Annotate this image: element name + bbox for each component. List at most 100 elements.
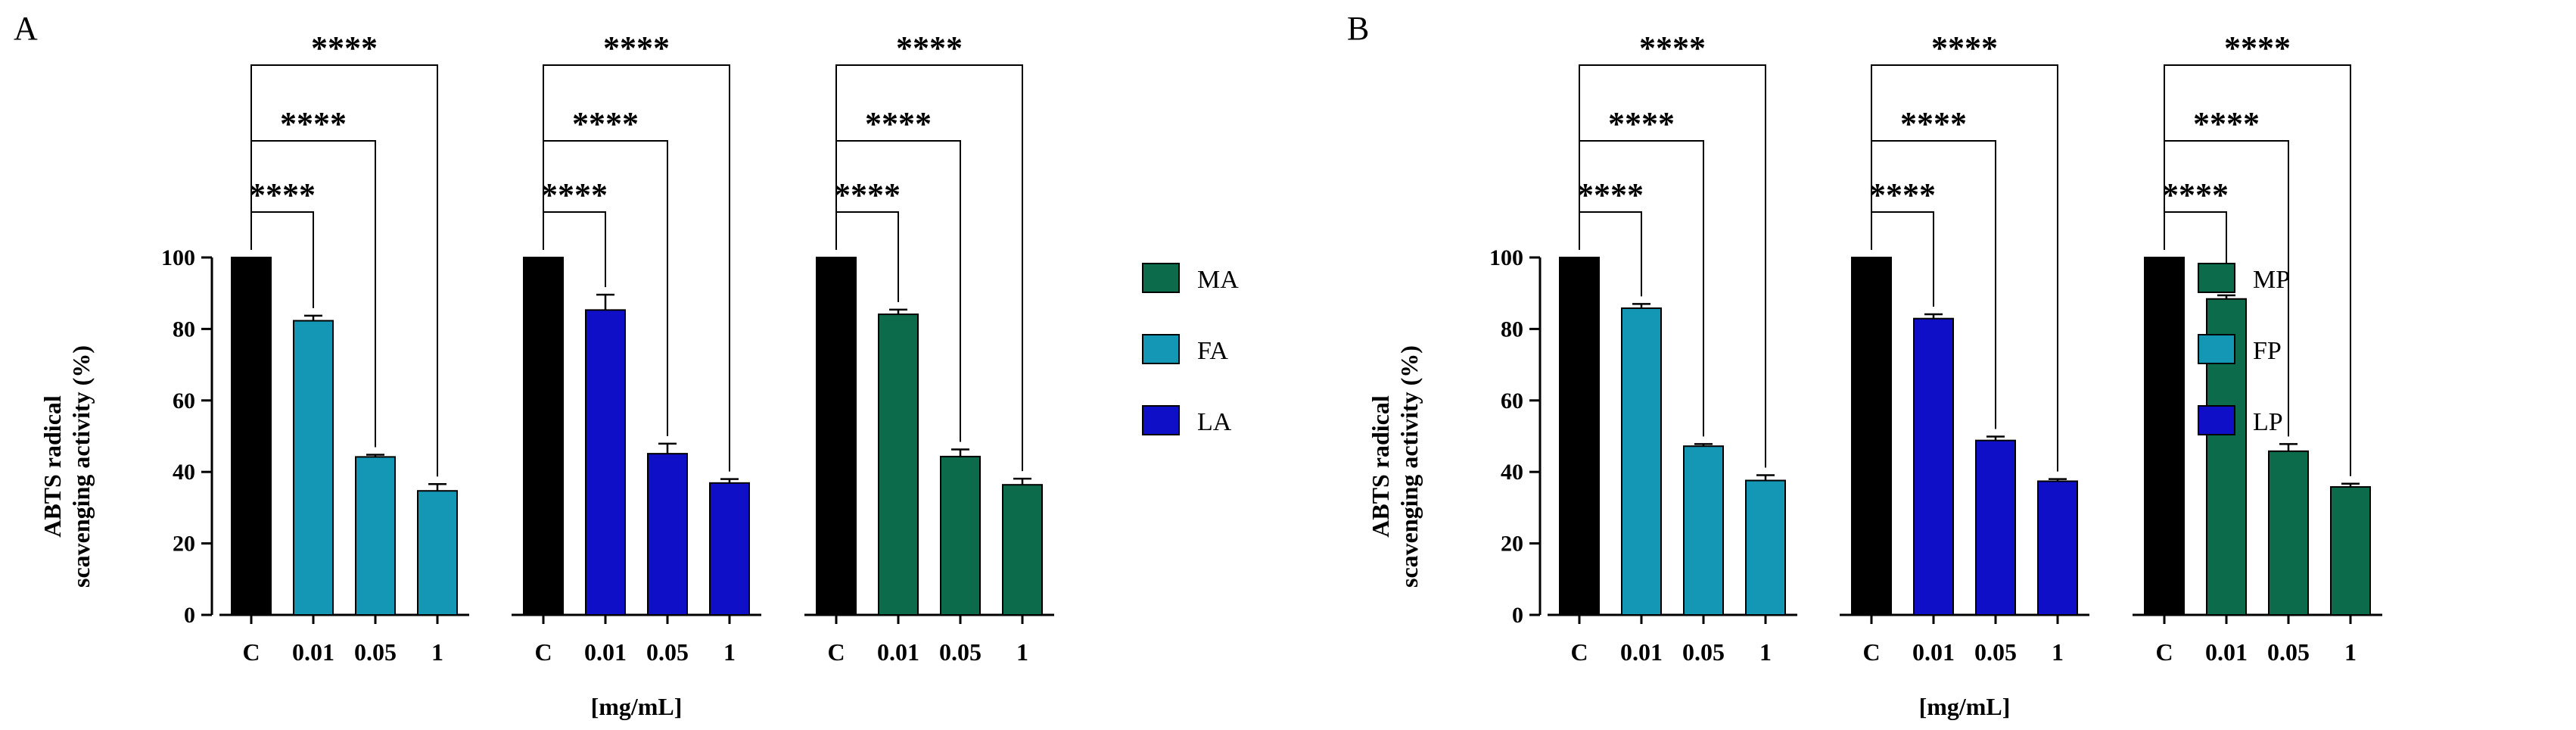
- legend-label: FP: [2253, 337, 2282, 365]
- significance-bracket: [250, 64, 438, 477]
- y-tick-label: 60: [1501, 388, 1523, 413]
- bar: [523, 257, 564, 616]
- bar: [940, 455, 981, 616]
- significance-stars: ****: [2162, 176, 2229, 214]
- x-tick-label: 0.05: [939, 638, 982, 666]
- significance-stars: ****: [1639, 30, 1706, 67]
- bar: [647, 453, 688, 616]
- significance-bracket: [2164, 64, 2351, 476]
- legend-label: LP: [2253, 408, 2283, 436]
- x-tick-label: C: [534, 638, 552, 666]
- bar: [816, 257, 857, 616]
- y-tick-label: 100: [1489, 245, 1523, 270]
- y-tick-label: 40: [173, 460, 195, 485]
- bar: [1683, 445, 1724, 616]
- x-tick-label: 1: [723, 638, 736, 666]
- x-tick-label: 0.01: [1912, 638, 1955, 666]
- significance-bracket: [1579, 64, 1766, 468]
- bar: [231, 257, 272, 616]
- x-tick-label: C: [242, 638, 260, 666]
- x-tick-label: C: [1862, 638, 1880, 666]
- legend-swatch: [1142, 334, 1180, 364]
- panel-a: A 0 20 40 60 80 100 ABTS radical scavenging acti…: [14, 10, 1239, 720]
- bar: [709, 482, 750, 616]
- x-tick-label: 0.05: [1682, 638, 1725, 666]
- bar: [293, 320, 334, 616]
- legend-swatch: [1142, 263, 1180, 293]
- x-tick-label: 1: [1016, 638, 1028, 666]
- x-tick-label: 0.05: [354, 638, 397, 666]
- bar: [878, 314, 919, 616]
- bar: [1975, 439, 2016, 616]
- y-tick-label: 100: [161, 245, 195, 270]
- significance-stars: ****: [249, 176, 316, 214]
- significance-stars: ****: [280, 105, 347, 142]
- x-tick-label: C: [2155, 638, 2173, 666]
- bar: [585, 309, 626, 616]
- significance-stars: ****: [541, 176, 608, 214]
- legend-swatch: [2198, 334, 2235, 364]
- panel-label: A: [14, 10, 38, 47]
- significance-stars: ****: [834, 176, 901, 214]
- significance-stars: ****: [1608, 105, 1675, 142]
- significance-stars: ****: [865, 105, 932, 142]
- significance-stars: ****: [2193, 105, 2260, 142]
- legend-swatch: [1142, 405, 1180, 435]
- x-tick-label: 1: [2052, 638, 2064, 666]
- significance-bracket: [835, 64, 1023, 472]
- y-tick-label: 40: [1501, 460, 1523, 485]
- legend-swatch: [2198, 263, 2235, 293]
- panel-label: B: [1347, 10, 1369, 47]
- bar: [417, 490, 458, 616]
- bar: [1851, 257, 1892, 616]
- y-axis-title: scavenging activity (%): [1395, 345, 1423, 588]
- x-tick-label: 0.05: [646, 638, 689, 666]
- bar: [355, 456, 396, 616]
- significance-stars: ****: [2224, 30, 2291, 67]
- significance-stars: ****: [896, 30, 963, 67]
- significance-stars: ****: [1931, 30, 1998, 67]
- x-tick-label: 0.01: [1620, 638, 1663, 666]
- bar: [2268, 450, 2309, 616]
- x-tick-label: 0.01: [584, 638, 627, 666]
- bar: [1002, 484, 1043, 616]
- y-tick-label: 0: [184, 603, 195, 628]
- x-axis-title: [mg/mL]: [591, 693, 683, 720]
- legend-label: LA: [1197, 408, 1232, 436]
- x-tick-label: 1: [431, 638, 443, 666]
- bar: [1621, 307, 1662, 616]
- legend-swatch: [2198, 405, 2235, 435]
- x-axis-title: [mg/mL]: [1919, 693, 2011, 720]
- x-tick-label: 0.01: [2205, 638, 2248, 666]
- significance-bracket: [1871, 64, 2058, 472]
- legend-label: MP: [2253, 266, 2290, 294]
- bar: [1559, 257, 1600, 616]
- significance-stars: ****: [1577, 176, 1644, 214]
- y-tick-label: 80: [173, 317, 195, 342]
- y-tick-label: 20: [173, 532, 195, 557]
- bar: [1745, 479, 1786, 616]
- legend-label: MA: [1197, 266, 1239, 294]
- significance-stars: ****: [311, 30, 378, 67]
- bar: [2330, 486, 2371, 616]
- legend-label: FA: [1197, 337, 1228, 365]
- bar: [2144, 257, 2185, 616]
- y-axis-title: scavenging activity (%): [67, 345, 95, 588]
- bar: [1913, 317, 1954, 616]
- significance-bracket: [543, 64, 730, 472]
- y-axis-title: ABTS radical: [39, 395, 66, 538]
- x-tick-label: 0.05: [1974, 638, 2017, 666]
- x-tick-label: C: [827, 638, 845, 666]
- y-tick-label: 80: [1501, 317, 1523, 342]
- y-tick-label: 20: [1501, 532, 1523, 557]
- x-tick-label: 0.05: [2267, 638, 2310, 666]
- significance-stars: ****: [1900, 105, 1967, 142]
- significance-stars: ****: [603, 30, 670, 67]
- y-tick-label: 60: [173, 388, 195, 413]
- significance-stars: ****: [572, 105, 639, 142]
- x-tick-label: 0.01: [292, 638, 334, 666]
- bar: [2037, 480, 2078, 616]
- y-tick-label: 0: [1512, 603, 1523, 628]
- y-axis-title: ABTS radical: [1367, 395, 1394, 538]
